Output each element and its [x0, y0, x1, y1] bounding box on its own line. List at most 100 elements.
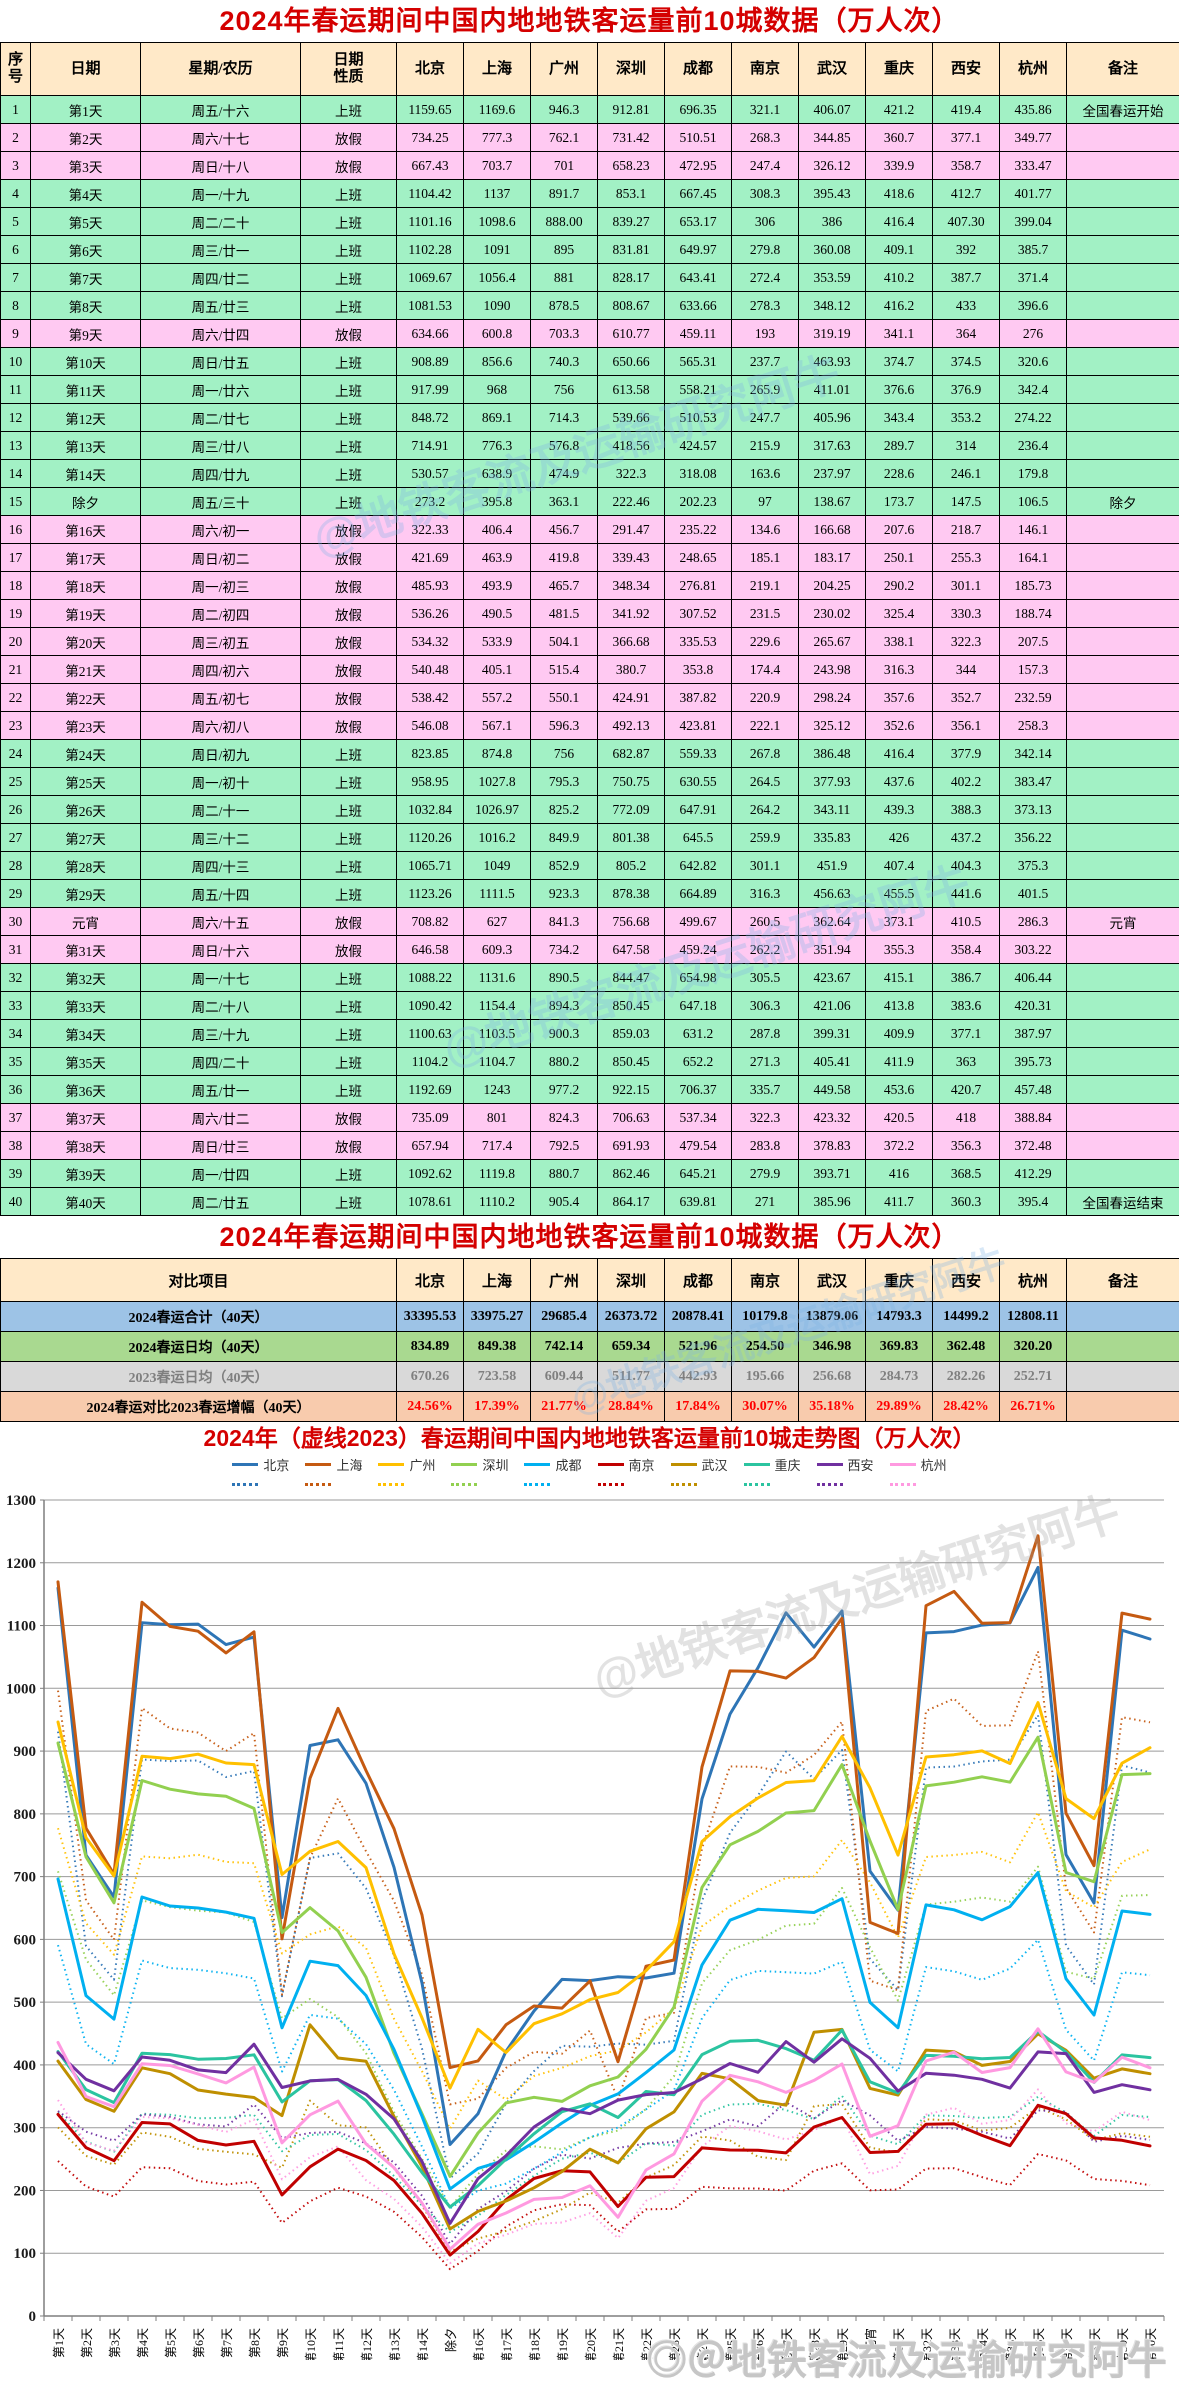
cell: 265.9 [731, 375, 799, 404]
cell: 放假 [300, 711, 397, 740]
cell: 13879.06 [798, 1301, 866, 1332]
svg-text:第9天: 第9天 [276, 2328, 290, 2358]
cell: 439.3 [865, 795, 933, 824]
cell: 386.48 [798, 739, 866, 768]
cell: 411.7 [865, 1187, 933, 1216]
cell: 上班 [300, 95, 397, 124]
column-header: 序号 [0, 42, 31, 96]
legend-item-dashed: 深圳 [451, 1475, 508, 1494]
cell: 805.2 [597, 851, 665, 880]
cell: 881 [530, 263, 598, 292]
legend-item-dashed: 西安 [816, 1475, 874, 1494]
cell: 465.7 [530, 571, 598, 600]
cell: 515.4 [530, 655, 598, 684]
cell: 上班 [300, 207, 397, 236]
cell: 376.9 [932, 375, 1000, 404]
cell: 第8天 [30, 291, 141, 320]
cell: 377.93 [798, 767, 866, 796]
cell: 298.24 [798, 683, 866, 712]
legend-line-swatch [305, 1462, 332, 1466]
cell [1066, 795, 1179, 824]
column-header: 武汉 [798, 42, 866, 96]
cell: 649.97 [664, 235, 732, 264]
cell: 37 [0, 1103, 31, 1132]
cell: 849.9 [530, 823, 598, 852]
cell: 511.77 [597, 1361, 665, 1392]
cell [1066, 739, 1179, 768]
cell: 567.1 [463, 711, 531, 740]
cell: 29685.4 [530, 1301, 598, 1332]
cell: 335.83 [798, 823, 866, 852]
trend-line-chart: 0 100 200 300 400 500 600 700 800 900 1000 1100 1200… [6, 1493, 1165, 2364]
cell: 215.9 [731, 431, 799, 460]
series-2024-重庆 [56, 2028, 1152, 2209]
cell: 316.3 [731, 879, 799, 908]
column-header: 西安 [932, 1258, 1000, 1302]
table-row: 2 第2天 周六/十七 放假 734.25 777.3 762.1 731.42 510.51 2… [0, 123, 1179, 152]
cell: 419.8 [530, 543, 598, 572]
cell: 308.3 [731, 179, 799, 208]
cell: 134.6 [731, 515, 799, 544]
cell: 周五/十六 [140, 95, 301, 124]
legend-line-swatch [816, 1462, 843, 1466]
cell: 353.2 [932, 403, 1000, 432]
cell: 204.25 [798, 571, 866, 600]
cell: 647.18 [664, 991, 732, 1020]
cell: 734.2 [530, 935, 598, 964]
cell: 14 [0, 459, 31, 488]
cell: 825.2 [530, 795, 598, 824]
svg-text:第25天: 第25天 [724, 2328, 738, 2360]
svg-text:第39天: 第39天 [1116, 2328, 1130, 2360]
cell: 459.24 [664, 935, 732, 964]
legend-line-swatch [524, 1462, 551, 1466]
cell: 193 [731, 319, 799, 348]
cell: 246.1 [932, 459, 1000, 488]
table-row: 38 第38天 周日/廿三 放假 657.94 717.4 792.5 691.93 479.5… [0, 1131, 1179, 1160]
svg-text:第40天: 第40天 [1144, 2328, 1158, 2360]
cell: 463.9 [463, 543, 531, 572]
cell: 1016.2 [463, 823, 531, 852]
cell: 1104.7 [463, 1047, 531, 1076]
legend-item: 西安 [816, 1455, 874, 1474]
cell: 第7天 [30, 263, 141, 292]
cell: 708.82 [396, 907, 464, 936]
table-row: 15 除夕 周五/三十 上班 273.2 395.8 363.1 222.46 202.23 97… [0, 487, 1179, 516]
cell: 18 [0, 571, 31, 600]
cell: 上班 [300, 851, 397, 880]
cell: 255.3 [932, 543, 1000, 572]
column-header: 北京 [396, 1258, 464, 1302]
cell: 周三/廿一 [140, 235, 301, 264]
cell: 307.52 [664, 599, 732, 628]
svg-text:第12天: 第12天 [360, 2328, 374, 2360]
cell: 第29天 [30, 879, 141, 908]
cell [1066, 1301, 1179, 1332]
cell: 164.1 [999, 543, 1067, 572]
cell: 385.7 [999, 235, 1067, 264]
cell: 17.84% [664, 1391, 732, 1422]
cell: 839.27 [597, 207, 665, 236]
cell: 442.93 [664, 1361, 732, 1392]
cell: 上班 [300, 991, 397, 1020]
legend-dotted-swatch [597, 1482, 624, 1486]
cell: 346.98 [798, 1331, 866, 1362]
cell: 286.3 [999, 907, 1067, 936]
cell: 405.1 [463, 655, 531, 684]
cell: 912.81 [597, 95, 665, 124]
cell: 22 [0, 683, 31, 712]
cell: 303.22 [999, 935, 1067, 964]
cell: 373.13 [999, 795, 1067, 824]
series-2023-重庆 [57, 2094, 1151, 2234]
table-row: 23 第23天 周六/初八 放假 546.08 567.1 596.3 492.13 423.8… [0, 711, 1179, 740]
cell: 322.3 [932, 627, 1000, 656]
cell: 除夕 [30, 487, 141, 516]
cell: 407.4 [865, 851, 933, 880]
cell: 除夕 [1066, 487, 1179, 516]
cell: 735.09 [396, 1103, 464, 1132]
cell: 318.08 [664, 459, 732, 488]
cell: 放假 [300, 151, 397, 180]
cell: 449.58 [798, 1075, 866, 1104]
cell: 756 [530, 375, 598, 404]
table-row: 10 第10天 周日/廿五 上班 908.89 856.6 740.3 650.66 565.3… [0, 347, 1179, 376]
cell: 504.1 [530, 627, 598, 656]
